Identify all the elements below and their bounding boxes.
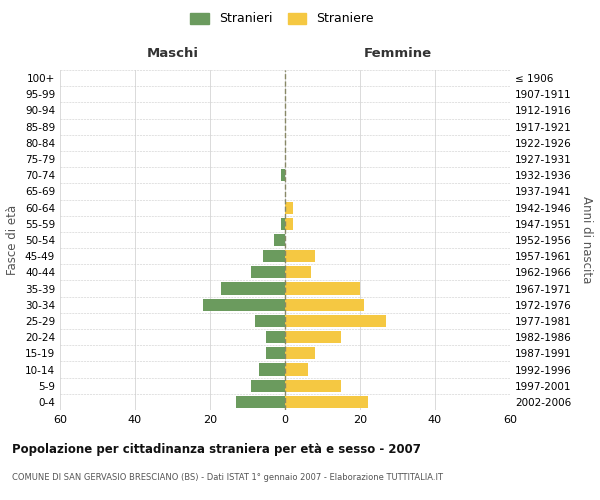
Bar xyxy=(285,331,341,343)
Text: Maschi: Maschi xyxy=(146,48,199,60)
Y-axis label: Fasce di età: Fasce di età xyxy=(7,205,19,275)
Bar xyxy=(285,315,386,327)
Bar xyxy=(285,250,315,262)
Bar xyxy=(266,331,285,343)
Bar xyxy=(274,234,285,246)
Bar xyxy=(251,266,285,278)
Bar xyxy=(285,202,293,213)
Bar xyxy=(203,298,285,311)
Bar xyxy=(285,282,360,294)
Bar xyxy=(263,250,285,262)
Bar xyxy=(251,380,285,392)
Bar xyxy=(285,298,364,311)
Bar xyxy=(281,218,285,230)
Text: Popolazione per cittadinanza straniera per età e sesso - 2007: Popolazione per cittadinanza straniera p… xyxy=(12,442,421,456)
Bar xyxy=(236,396,285,408)
Bar xyxy=(259,364,285,376)
Bar xyxy=(285,396,367,408)
Legend: Stranieri, Straniere: Stranieri, Straniere xyxy=(187,8,377,29)
Bar xyxy=(285,364,308,376)
Bar xyxy=(285,266,311,278)
Bar xyxy=(285,218,293,230)
Bar xyxy=(281,169,285,181)
Bar xyxy=(285,380,341,392)
Text: COMUNE DI SAN GERVASIO BRESCIANO (BS) - Dati ISTAT 1° gennaio 2007 - Elaborazion: COMUNE DI SAN GERVASIO BRESCIANO (BS) - … xyxy=(12,472,443,482)
Bar xyxy=(255,315,285,327)
Bar xyxy=(266,348,285,360)
Bar xyxy=(285,348,315,360)
Text: Femmine: Femmine xyxy=(364,48,431,60)
Bar xyxy=(221,282,285,294)
Y-axis label: Anni di nascita: Anni di nascita xyxy=(580,196,593,284)
